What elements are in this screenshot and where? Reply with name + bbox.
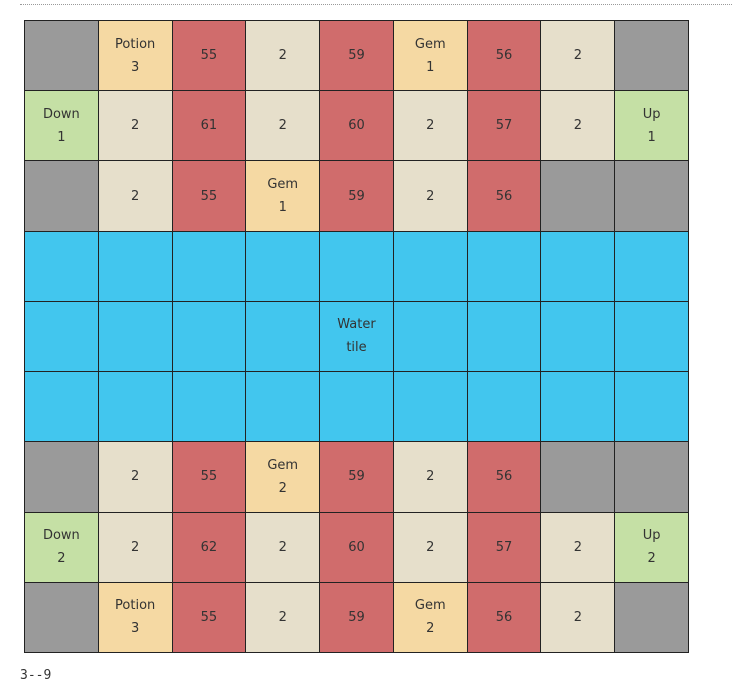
water-tile[interactable] [393, 301, 468, 373]
item-tile[interactable]: Gem 1 [393, 21, 468, 92]
enemy-tile[interactable]: 55 [172, 442, 247, 513]
floor-tile[interactable]: 2 [246, 512, 321, 583]
floor-tile[interactable]: 2 [541, 21, 616, 92]
wall-tile[interactable] [25, 442, 99, 513]
wall-tile[interactable] [25, 161, 99, 232]
wall-tile[interactable] [615, 582, 689, 653]
wall-tile[interactable] [541, 442, 616, 513]
enemy-tile[interactable]: 56 [467, 161, 542, 232]
floor-tile[interactable]: 2 [393, 161, 468, 232]
enemy-tile[interactable]: 59 [320, 442, 394, 513]
water-tile[interactable] [467, 301, 542, 373]
wall-tile[interactable] [25, 21, 99, 92]
water-tile[interactable] [246, 301, 321, 373]
floor-tile[interactable]: 2 [393, 442, 468, 513]
water-tile[interactable]: Water tile [320, 301, 394, 373]
water-tile[interactable] [615, 372, 689, 443]
water-tile[interactable] [172, 372, 247, 443]
item-tile[interactable]: Gem 2 [393, 582, 468, 653]
floor-tile[interactable]: 2 [98, 442, 173, 513]
floor-tile[interactable]: 2 [246, 91, 321, 162]
water-tile[interactable] [98, 231, 173, 302]
item-tile[interactable]: Gem 1 [246, 161, 321, 232]
water-tile[interactable] [320, 231, 394, 302]
floor-tile[interactable]: 2 [541, 512, 616, 583]
wall-tile[interactable] [541, 161, 616, 232]
water-tile[interactable] [25, 231, 99, 302]
water-tile[interactable] [467, 231, 542, 302]
enemy-tile[interactable]: 56 [467, 21, 542, 92]
floor-tile[interactable]: 2 [541, 91, 616, 162]
floor-tile[interactable]: 2 [393, 512, 468, 583]
enemy-tile[interactable]: 59 [320, 161, 394, 232]
water-tile[interactable] [541, 231, 616, 302]
floor-tile[interactable]: 2 [393, 91, 468, 162]
water-tile[interactable] [25, 301, 99, 373]
water-tile[interactable] [172, 231, 247, 302]
floor-tile[interactable]: 2 [98, 161, 173, 232]
floor-tile[interactable]: 2 [246, 21, 321, 92]
water-tile[interactable] [320, 372, 394, 443]
water-tile[interactable] [172, 301, 247, 373]
water-tile[interactable] [246, 231, 321, 302]
item-tile[interactable]: Potion 3 [98, 21, 173, 92]
floor-tile[interactable]: 2 [98, 91, 173, 162]
enemy-tile[interactable]: 55 [172, 21, 247, 92]
water-tile[interactable] [98, 372, 173, 443]
enemy-tile[interactable]: 55 [172, 161, 247, 232]
game-map-grid: Potion 3 55 2 59 Gem 1 56 2 Down 1 2 61 2 60 2 57 2 Up … [24, 20, 689, 653]
map-caption: 3--9 [20, 668, 52, 683]
water-tile[interactable] [393, 372, 468, 443]
stair-tile[interactable]: Up 1 [615, 91, 689, 162]
water-tile[interactable] [25, 372, 99, 443]
stair-tile[interactable]: Down 2 [25, 512, 99, 583]
water-tile[interactable] [246, 372, 321, 443]
enemy-tile[interactable]: 59 [320, 21, 394, 92]
item-tile[interactable]: Potion 3 [98, 582, 173, 653]
item-tile[interactable]: Gem 2 [246, 442, 321, 513]
enemy-tile[interactable]: 56 [467, 442, 542, 513]
wall-tile[interactable] [615, 442, 689, 513]
water-tile[interactable] [541, 301, 616, 373]
floor-tile[interactable]: 2 [98, 512, 173, 583]
top-divider [20, 4, 732, 5]
stair-tile[interactable]: Up 2 [615, 512, 689, 583]
enemy-tile[interactable]: 61 [172, 91, 247, 162]
wall-tile[interactable] [615, 21, 689, 92]
floor-tile[interactable]: 2 [246, 582, 321, 653]
enemy-tile[interactable]: 57 [467, 512, 542, 583]
water-tile[interactable] [615, 301, 689, 373]
water-tile[interactable] [467, 372, 542, 443]
wall-tile[interactable] [25, 582, 99, 653]
stair-tile[interactable]: Down 1 [25, 91, 99, 162]
enemy-tile[interactable]: 60 [320, 512, 394, 583]
water-tile[interactable] [615, 231, 689, 302]
wall-tile[interactable] [615, 161, 689, 232]
water-tile[interactable] [393, 231, 468, 302]
water-tile[interactable] [541, 372, 616, 443]
enemy-tile[interactable]: 55 [172, 582, 247, 653]
enemy-tile[interactable]: 59 [320, 582, 394, 653]
enemy-tile[interactable]: 56 [467, 582, 542, 653]
water-tile[interactable] [98, 301, 173, 373]
enemy-tile[interactable]: 60 [320, 91, 394, 162]
enemy-tile[interactable]: 62 [172, 512, 247, 583]
floor-tile[interactable]: 2 [541, 582, 616, 653]
enemy-tile[interactable]: 57 [467, 91, 542, 162]
